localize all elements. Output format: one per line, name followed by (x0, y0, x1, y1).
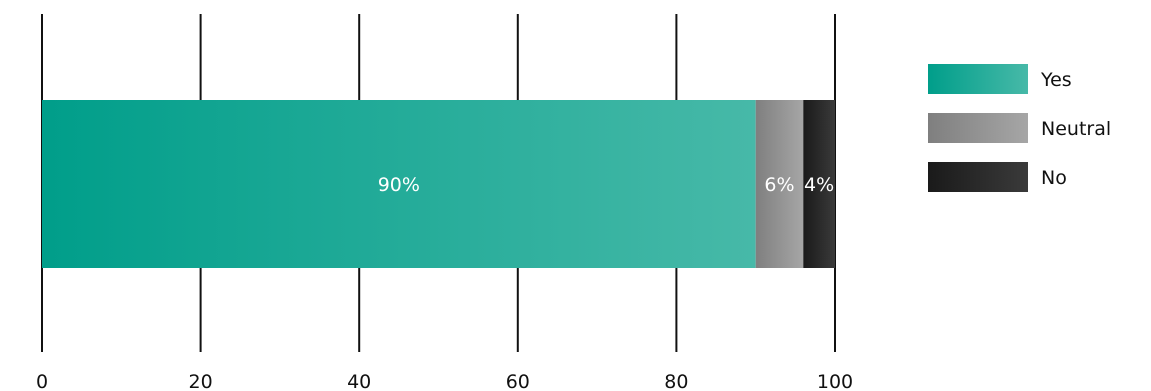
x-tick-label-0: 0 (36, 371, 48, 391)
legend-swatch-neutral (928, 113, 1028, 143)
x-tick-label-20: 20 (189, 371, 213, 391)
bar-segment-neutral (755, 100, 804, 268)
legend-label-no: No (1041, 167, 1067, 189)
data-labels: 90% 6% 4% (378, 174, 834, 196)
legend-label-yes: Yes (1040, 69, 1072, 91)
x-tick-label-60: 60 (506, 371, 530, 391)
bar-segment-yes (42, 100, 756, 268)
data-label-yes: 90% (378, 174, 420, 196)
legend-swatch-no (928, 162, 1028, 192)
legend-swatch-yes (928, 64, 1028, 94)
bar-segments (42, 100, 835, 268)
bar-segment-no (803, 100, 835, 268)
legend-label-neutral: Neutral (1041, 118, 1111, 140)
data-label-no: 4% (804, 174, 834, 196)
x-axis-tick-labels: 0 20 40 60 80 100 (36, 371, 853, 391)
legend: Yes Neutral No (928, 64, 1111, 192)
x-tick-label-80: 80 (664, 371, 688, 391)
x-tick-label-40: 40 (347, 371, 371, 391)
x-tick-label-100: 100 (817, 371, 853, 391)
data-label-neutral: 6% (764, 174, 794, 196)
